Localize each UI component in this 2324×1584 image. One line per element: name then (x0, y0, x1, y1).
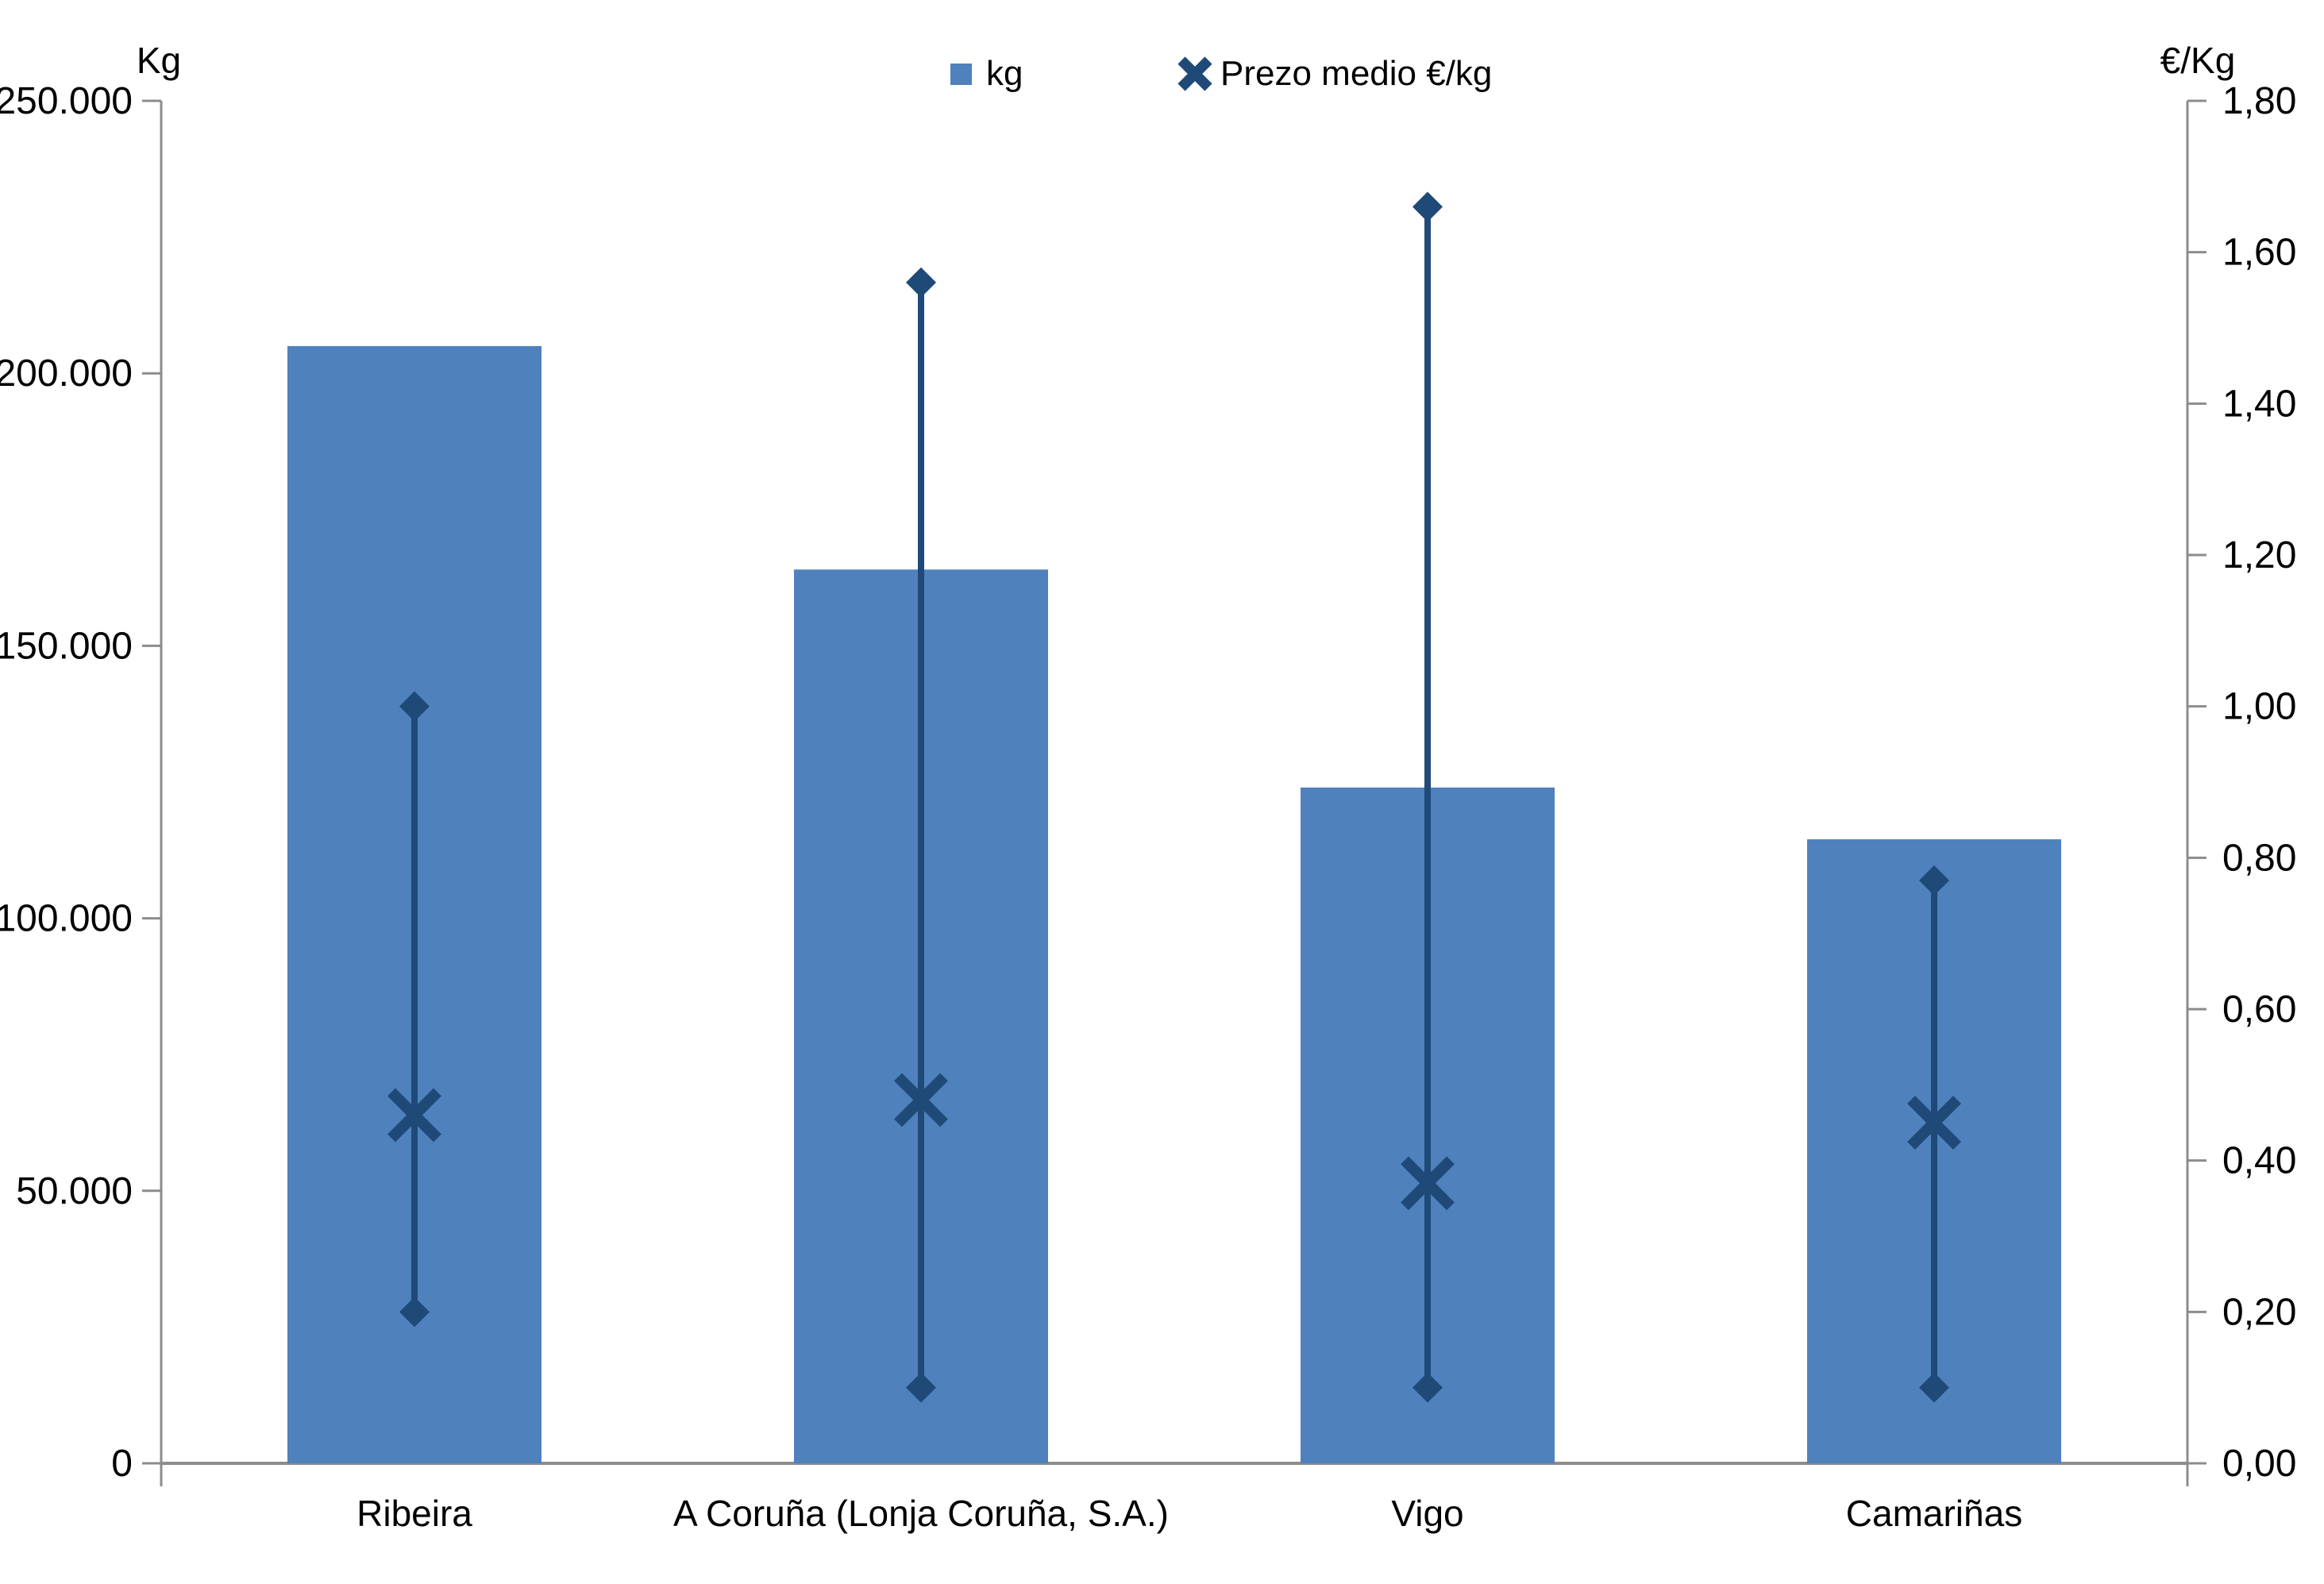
price-max-diamond-icon-vigo (1413, 191, 1443, 222)
left-axis-tick-label: 150.000 (0, 625, 133, 667)
x-marker-stroke (1401, 1156, 1455, 1211)
x-marker-stroke (894, 1073, 948, 1127)
price-max-diamond-icon-camarinas (1919, 865, 1949, 896)
price-max-diamond-icon-a-coruna-lonja-coruna-s-a (906, 267, 936, 298)
right-axis-tick-label: 1,60 (2222, 232, 2296, 274)
left-axis-tick-label: 250.000 (0, 80, 133, 122)
category-label-camarinas: Camariñas (1846, 1493, 2022, 1534)
price-min-diamond-icon-ribeira (399, 1297, 430, 1328)
right-axis-tick-label: 0,80 (2222, 837, 2296, 879)
x-marker-stroke (1907, 1096, 1961, 1150)
right-axis-tick-label: 0,60 (2222, 989, 2296, 1031)
legend-item-prezo-medio[interactable]: Prezo medio €/kg (1177, 54, 1492, 93)
legend-x-marker-icon (1177, 56, 1212, 91)
right-axis-title: €/Kg (2160, 40, 2236, 81)
category-label-vigo: Vigo (1391, 1493, 1463, 1534)
right-axis-tick-label: 0,40 (2222, 1140, 2296, 1182)
category-label-a-coruna-lonja-coruna-s-a: A Coruña (Lonja Coruña, S.A.) (673, 1493, 1169, 1534)
right-axis-tick-label: 0,00 (2222, 1443, 2296, 1485)
legend-kg-label: kg (986, 54, 1023, 93)
legend: kg Prezo medio €/kg (950, 54, 1492, 93)
prezo-medio-marker-vigo[interactable] (1401, 1156, 1455, 1211)
legend-prezo-medio-label: Prezo medio €/kg (1220, 54, 1492, 93)
category-label-ribeira: Ribeira (357, 1493, 472, 1534)
left-axis-tick-label: 50.000 (16, 1170, 133, 1212)
price-min-diamond-icon-a-coruna-lonja-coruna-s-a (906, 1372, 936, 1403)
prezo-medio-marker-camarinas[interactable] (1907, 1096, 1961, 1150)
right-axis-tick-label: 0,20 (2222, 1291, 2296, 1333)
right-axis-tick-label: 1,80 (2222, 80, 2296, 122)
right-axis-tick-label: 1,20 (2222, 534, 2296, 576)
price-min-diamond-icon-camarinas (1919, 1372, 1949, 1403)
price-min-diamond-icon-vigo (1413, 1372, 1443, 1403)
right-axis-tick-label: 1,00 (2222, 686, 2296, 728)
prezo-medio-marker-a-coruna-lonja-coruna-s-a[interactable] (894, 1073, 948, 1127)
left-axis-tick-label: 0 (111, 1443, 133, 1485)
left-axis-title: Kg (137, 40, 181, 81)
left-axis-tick-label: 100.000 (0, 898, 133, 940)
left-axis-tick-label: 200.000 (0, 353, 133, 395)
prezo-medio-marker-ribeira[interactable] (387, 1088, 441, 1143)
legend-kg-swatch-icon (950, 64, 972, 85)
x-marker-stroke (387, 1088, 441, 1143)
right-axis-tick-label: 1,40 (2222, 383, 2296, 425)
legend-item-kg[interactable]: kg (950, 54, 1023, 93)
price-max-diamond-icon-ribeira (399, 691, 430, 722)
